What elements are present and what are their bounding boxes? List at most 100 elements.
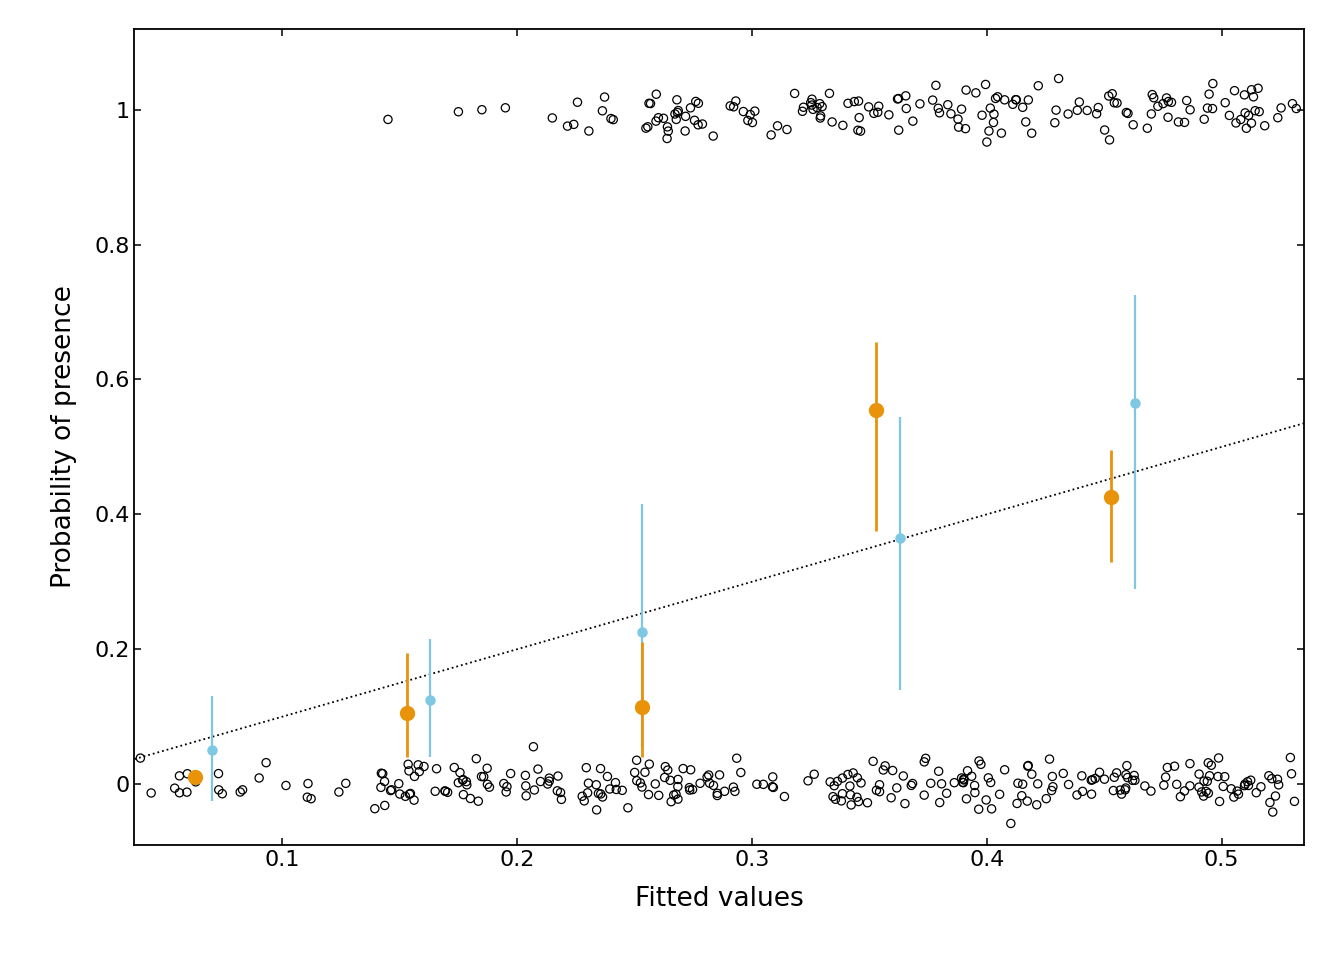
Point bbox=[840, 787, 862, 803]
Point bbox=[1102, 782, 1124, 798]
Point bbox=[762, 769, 784, 784]
Point bbox=[176, 766, 198, 781]
Point bbox=[634, 764, 656, 780]
Point bbox=[832, 770, 853, 785]
Point bbox=[472, 102, 493, 117]
Point bbox=[1196, 774, 1218, 789]
Point bbox=[550, 785, 571, 801]
Point bbox=[1179, 756, 1200, 771]
Point bbox=[591, 103, 613, 118]
Point bbox=[929, 795, 950, 810]
Point bbox=[1241, 82, 1262, 97]
Point bbox=[832, 118, 853, 133]
Point bbox=[645, 86, 667, 102]
Point bbox=[663, 787, 684, 803]
Point bbox=[1116, 105, 1137, 120]
Point bbox=[762, 779, 784, 794]
Point bbox=[164, 780, 185, 796]
Point bbox=[530, 774, 551, 789]
Point bbox=[976, 134, 997, 150]
Point bbox=[1234, 87, 1255, 103]
Point bbox=[887, 91, 909, 107]
Point bbox=[1270, 100, 1292, 115]
Point bbox=[943, 775, 965, 790]
Point bbox=[707, 785, 728, 801]
Point bbox=[1227, 786, 1249, 802]
Point bbox=[1247, 81, 1269, 96]
X-axis label: Fitted values: Fitted values bbox=[634, 886, 804, 912]
Point bbox=[1169, 789, 1191, 804]
Point bbox=[723, 99, 745, 114]
Point bbox=[574, 793, 595, 808]
Point bbox=[638, 787, 660, 803]
Point bbox=[993, 92, 1015, 108]
Point bbox=[684, 112, 706, 128]
Point bbox=[456, 774, 477, 789]
Point bbox=[594, 89, 616, 105]
Point bbox=[1267, 110, 1289, 126]
Point bbox=[980, 101, 1001, 116]
Point bbox=[297, 776, 319, 791]
Point bbox=[1157, 109, 1179, 125]
Point bbox=[1040, 782, 1062, 798]
Point bbox=[753, 777, 774, 792]
Point bbox=[1265, 788, 1286, 804]
Point bbox=[140, 785, 161, 801]
Point bbox=[1110, 782, 1132, 798]
Point bbox=[1058, 107, 1079, 122]
Point bbox=[974, 77, 996, 92]
Point bbox=[1102, 86, 1124, 102]
Point bbox=[1199, 768, 1220, 783]
Point bbox=[230, 784, 251, 800]
Point bbox=[640, 96, 661, 111]
Point bbox=[809, 96, 831, 111]
Point bbox=[948, 119, 969, 134]
Point bbox=[726, 751, 747, 766]
Point bbox=[1073, 783, 1094, 799]
Point bbox=[1198, 756, 1219, 771]
Point bbox=[1208, 751, 1230, 766]
Point bbox=[931, 776, 953, 791]
Point bbox=[1103, 95, 1125, 110]
Point bbox=[810, 108, 832, 124]
Point bbox=[680, 762, 702, 778]
Point bbox=[1017, 92, 1039, 108]
Point bbox=[524, 782, 546, 798]
Point bbox=[961, 769, 982, 784]
Point bbox=[632, 780, 653, 795]
Point bbox=[477, 777, 499, 792]
Point bbox=[1262, 804, 1284, 820]
Point bbox=[1193, 111, 1215, 127]
Point bbox=[895, 101, 917, 116]
Point bbox=[434, 783, 456, 799]
Point bbox=[1094, 122, 1116, 137]
Point bbox=[648, 110, 669, 126]
Point bbox=[981, 802, 1003, 817]
Point bbox=[849, 124, 871, 139]
Point bbox=[1214, 769, 1235, 784]
Point bbox=[449, 765, 470, 780]
Point bbox=[724, 783, 746, 799]
Point bbox=[1068, 94, 1090, 109]
Point bbox=[1164, 758, 1185, 774]
Point bbox=[667, 92, 688, 108]
Point bbox=[1067, 103, 1089, 118]
Point bbox=[746, 777, 767, 792]
Point bbox=[1219, 108, 1241, 123]
Point bbox=[335, 776, 356, 791]
Point bbox=[774, 789, 796, 804]
Point bbox=[1281, 766, 1302, 781]
Point bbox=[723, 780, 745, 795]
Point bbox=[698, 767, 719, 782]
Point bbox=[1134, 779, 1156, 794]
Point bbox=[448, 104, 469, 119]
Point bbox=[878, 108, 899, 123]
Point bbox=[1267, 772, 1289, 787]
Point bbox=[823, 789, 844, 804]
Point bbox=[1048, 71, 1070, 86]
Point bbox=[249, 770, 270, 785]
Point bbox=[1230, 111, 1251, 127]
Point bbox=[1005, 92, 1027, 108]
Point bbox=[882, 763, 903, 779]
Point bbox=[496, 779, 517, 794]
